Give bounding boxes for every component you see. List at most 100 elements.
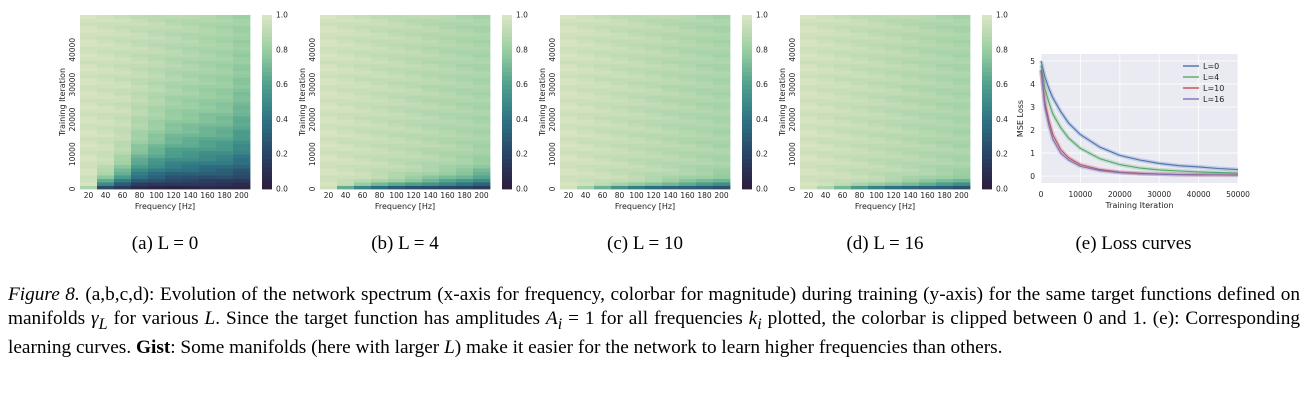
heatmap-cell — [80, 182, 98, 186]
heatmap-cell — [422, 74, 440, 79]
y-tick-label: 0 — [68, 186, 77, 191]
colorbar-segment — [262, 19, 272, 25]
heatmap-cell — [439, 129, 457, 134]
heatmap-cell — [199, 102, 217, 106]
heatmap-cell — [953, 25, 971, 30]
heatmap-cell — [233, 63, 251, 68]
heatmap-cell — [388, 56, 406, 61]
x-axis-label: Frequency [Hz] — [855, 202, 915, 211]
heatmap-cell — [439, 67, 457, 72]
heatmap-cell — [354, 28, 372, 33]
heatmap-cell — [337, 91, 355, 96]
heatmap-cell — [885, 49, 903, 54]
heatmap-cell — [817, 168, 835, 172]
heatmap-cell — [662, 119, 680, 124]
heatmap-cell — [354, 46, 372, 51]
heatmap-cell — [354, 115, 372, 120]
heatmap-cell — [456, 182, 474, 186]
colorbar-segment — [262, 180, 272, 186]
heatmap-cell — [834, 105, 852, 110]
heatmap-cell — [165, 32, 183, 37]
heatmap-cell — [405, 49, 423, 54]
heatmap-cell — [216, 42, 234, 47]
heatmap-cell — [405, 77, 423, 82]
heatmap-cell — [594, 150, 612, 155]
heatmap-cell — [216, 154, 234, 159]
heatmap-cell — [628, 88, 646, 92]
subcaption: (d) L = 16 — [846, 233, 923, 254]
heatmap-cell — [148, 42, 166, 47]
heatmap-cell — [320, 32, 338, 37]
heatmap-cell — [919, 74, 937, 79]
heatmap-cell — [953, 105, 971, 110]
heatmap-cell — [216, 70, 234, 75]
heatmap-cell — [628, 102, 646, 106]
heatmap-cell — [577, 119, 595, 124]
heatmap-cell — [114, 39, 132, 44]
colorbar-segment — [982, 32, 992, 38]
heatmap-cell — [114, 74, 132, 79]
heatmap-cell — [851, 175, 869, 179]
heatmap-cell — [80, 108, 98, 113]
heatmap-cell — [919, 157, 937, 162]
heatmap-cell — [953, 115, 971, 120]
heatmap-cell — [148, 102, 166, 106]
heatmap-cell — [611, 178, 629, 183]
heatmap-cell — [611, 39, 629, 44]
heatmap-cell — [577, 129, 595, 134]
heatmap-cell — [439, 63, 457, 68]
heatmap-cell — [422, 35, 440, 40]
x-tick-label: 160 — [680, 191, 695, 200]
heatmap-cell — [851, 46, 869, 51]
colorbar-segment — [982, 123, 992, 129]
colorbar-segment — [262, 106, 272, 112]
heatmap-cell — [233, 112, 251, 117]
heatmap-cell — [354, 129, 372, 134]
heatmap-cell — [696, 32, 714, 37]
heatmap-cell — [868, 60, 886, 65]
heatmap-cell — [885, 81, 903, 85]
heatmap-cell — [388, 25, 406, 30]
heatmap-cell — [216, 28, 234, 33]
colorbar-segment — [742, 58, 752, 64]
heatmap-cell — [645, 143, 663, 148]
heatmap-cell — [233, 18, 251, 23]
heatmap-cell — [439, 84, 457, 89]
heatmap-cell — [662, 56, 680, 61]
heatmap-cell — [662, 88, 680, 92]
heatmap-cell — [953, 81, 971, 85]
heatmap-cell — [834, 88, 852, 92]
colorbar-segment — [982, 115, 992, 120]
heatmap-cell — [696, 95, 714, 99]
heatmap-cell — [182, 25, 200, 30]
heatmap-cell — [679, 119, 697, 124]
colorbar-segment — [742, 23, 752, 29]
colorbar-segment — [262, 158, 272, 164]
heatmap-cell — [182, 126, 200, 131]
heatmap-cell — [405, 53, 423, 58]
heatmap-cell — [645, 15, 663, 19]
heatmap-cell — [131, 35, 149, 40]
heatmap-cell — [456, 154, 474, 159]
heatmap-cell — [851, 53, 869, 58]
heatmap-cell — [473, 157, 491, 162]
heatmap-cell — [953, 175, 971, 179]
heatmap-cell — [679, 171, 697, 176]
colorbar-segment — [982, 162, 992, 168]
heatmap-cell — [114, 56, 132, 61]
heatmap-cell — [199, 122, 217, 127]
heatmap-cell — [439, 147, 457, 152]
heatmap-cell — [80, 105, 98, 110]
heatmap-cell — [165, 18, 183, 23]
heatmap-cell — [165, 140, 183, 145]
heatmap-cell — [148, 21, 166, 26]
heatmap-cell — [337, 28, 355, 33]
heatmap-cell — [216, 147, 234, 152]
heatmap-cell — [560, 115, 578, 120]
heatmap-cell — [320, 136, 338, 141]
heatmap-cell — [800, 108, 818, 113]
heatmap-cell — [320, 25, 338, 30]
heatmap-cell — [473, 105, 491, 110]
colorbar-tick-label: 0.6 — [516, 80, 528, 89]
heatmap-cell — [405, 60, 423, 65]
